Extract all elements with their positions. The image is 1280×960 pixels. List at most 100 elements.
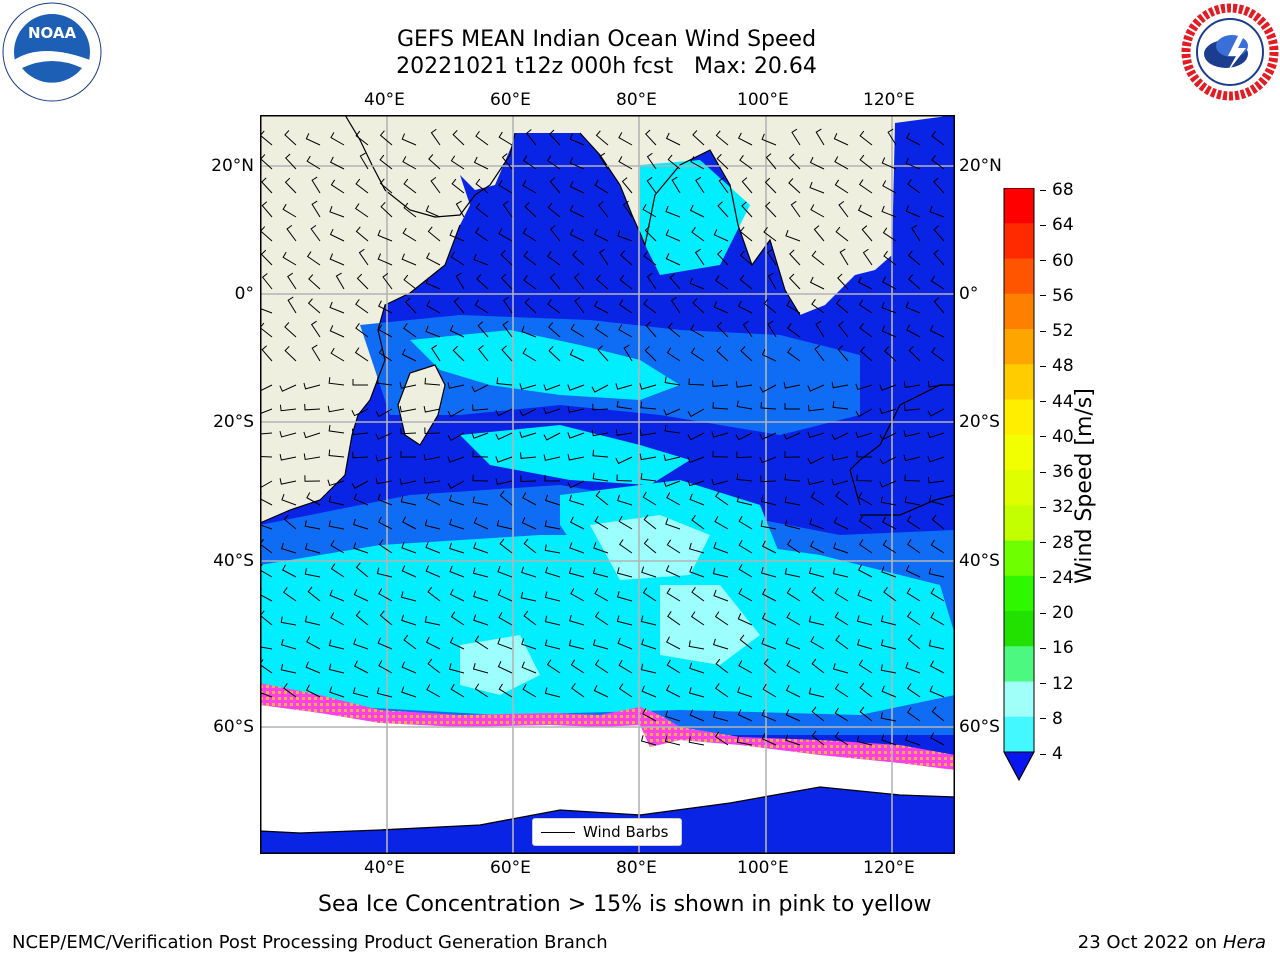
wind-barb <box>665 205 681 218</box>
wind-barb <box>905 661 921 674</box>
wind-barb <box>667 154 681 170</box>
wind-barb <box>737 709 753 722</box>
wind-barb <box>425 492 441 506</box>
wind-barb <box>260 302 273 314</box>
wind-barb <box>474 635 489 650</box>
wind-barb <box>716 346 729 362</box>
lat-label-left: 0° <box>234 284 254 304</box>
wind-barb <box>667 322 681 338</box>
wind-barb <box>665 229 681 242</box>
wind-barb <box>691 227 705 242</box>
wind-barb <box>784 451 801 458</box>
wind-barb <box>452 129 465 146</box>
wind-barb <box>761 612 777 626</box>
wind-barb <box>835 298 849 314</box>
colorbar-segment <box>1004 611 1034 647</box>
wind-barb <box>645 321 657 338</box>
wind-barb <box>594 323 609 338</box>
colorbar-segment <box>1004 716 1034 753</box>
wind-speed-map: Wind Barbs <box>260 115 955 854</box>
wind-barb <box>690 324 705 338</box>
wind-barb <box>759 432 777 440</box>
wind-barb <box>738 563 753 578</box>
wind-barb <box>375 432 393 440</box>
wind-barb <box>714 611 729 626</box>
wind-barb <box>449 494 465 506</box>
wind-barb <box>883 586 897 602</box>
wind-barb <box>904 404 921 411</box>
wind-barb <box>880 615 897 626</box>
wind-barb <box>307 298 321 314</box>
wind-barb <box>425 565 441 578</box>
wind-barb <box>834 179 849 194</box>
footer-host: Hera <box>1222 932 1266 953</box>
wind-barb <box>449 324 465 338</box>
wind-barb <box>857 589 873 602</box>
wind-barb <box>856 615 873 626</box>
wind-barb <box>449 588 465 602</box>
wind-barb <box>616 567 633 578</box>
wind-barb <box>352 378 369 386</box>
wind-barb <box>522 180 537 194</box>
wind-barb <box>742 320 753 338</box>
colorbar-segment <box>1004 258 1034 295</box>
wind-barb <box>738 515 753 530</box>
wind-barb <box>665 132 681 146</box>
wind-barb <box>791 128 801 146</box>
wind-barb <box>447 480 465 490</box>
wind-barb <box>688 736 705 746</box>
wind-barb <box>717 201 729 218</box>
wind-barb <box>303 431 321 439</box>
wind-barb <box>522 347 537 362</box>
wind-barb <box>858 299 873 314</box>
lon-label-top: 120°E <box>863 90 915 110</box>
wind-barb <box>472 663 489 674</box>
wind-barb <box>618 132 633 146</box>
wind-barb <box>666 539 681 554</box>
wind-barb <box>688 542 705 554</box>
wind-barb <box>354 660 369 674</box>
wind-barb <box>903 454 921 462</box>
wind-barb <box>352 451 369 459</box>
wind-barb <box>905 301 921 314</box>
wind-barb <box>741 201 753 218</box>
wind-barb <box>837 273 849 290</box>
wind-barb <box>427 226 441 242</box>
wind-barb <box>280 616 297 626</box>
wind-barb <box>279 454 297 461</box>
wind-barb <box>761 349 777 362</box>
wind-barb <box>665 565 681 578</box>
wind-barb <box>907 707 921 722</box>
wind-barb <box>502 200 513 218</box>
wind-barb <box>664 376 681 386</box>
wind-barb <box>496 519 513 530</box>
wind-barb <box>260 686 273 698</box>
wind-barb <box>785 229 801 242</box>
wind-barb <box>330 612 345 626</box>
wind-barb <box>786 611 801 626</box>
wind-barb <box>905 157 921 170</box>
wind-barb <box>695 176 705 194</box>
colorbar-tick: 28 <box>1040 533 1074 553</box>
wind-barb <box>402 516 417 530</box>
wind-barb <box>474 227 489 242</box>
wind-barb <box>519 408 537 417</box>
wind-barb <box>784 402 801 410</box>
wind-barb <box>477 321 489 338</box>
wind-barb <box>670 296 681 314</box>
wind-barb <box>474 299 489 314</box>
wind-barb <box>475 130 489 146</box>
lon-label-top: 60°E <box>490 90 531 110</box>
colorbar-tick: 20 <box>1040 603 1074 623</box>
wind-barb <box>473 156 489 170</box>
wind-barb <box>786 659 801 674</box>
wind-barb <box>833 516 849 530</box>
wind-barb <box>764 177 777 194</box>
wind-barb <box>906 587 921 602</box>
wind-barb <box>832 401 849 410</box>
wind-barb <box>835 226 849 242</box>
wind-barb <box>907 274 921 290</box>
wind-barb <box>327 405 345 413</box>
wind-barb <box>784 567 801 578</box>
wind-barb <box>401 614 417 626</box>
